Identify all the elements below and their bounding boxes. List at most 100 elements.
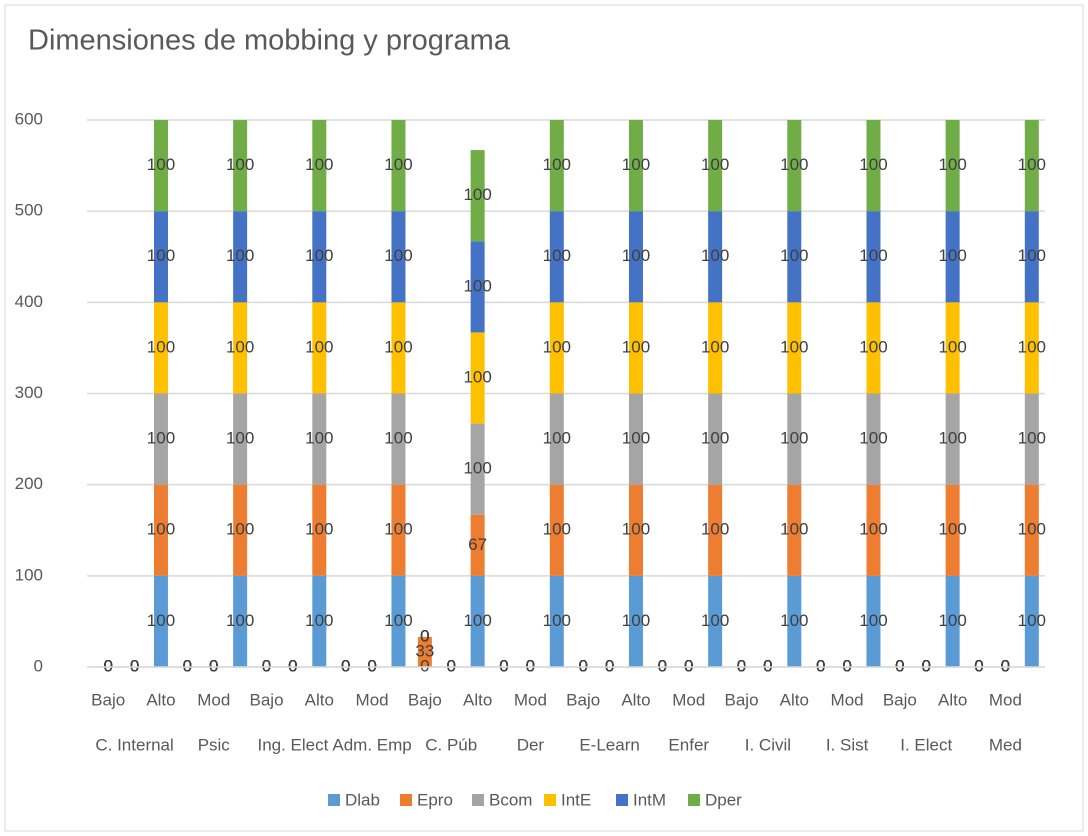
bar-segment [1024, 120, 1039, 212]
legend-swatch [328, 794, 340, 806]
data-label: 100 [622, 429, 650, 448]
data-label: 0 [341, 656, 350, 675]
data-label: 100 [701, 429, 729, 448]
data-label: 0 [499, 656, 508, 675]
data-label: 100 [938, 520, 966, 539]
data-label: 0 [922, 656, 931, 675]
bar-segment [866, 120, 881, 212]
y-tick-label: 600 [15, 109, 43, 128]
data-label: 100 [859, 520, 887, 539]
data-label: 0 [420, 626, 429, 645]
bar-segment [628, 120, 643, 212]
data-label: 100 [701, 155, 729, 174]
data-label: 100 [384, 246, 412, 265]
data-label: 0 [367, 656, 376, 675]
data-label: 0 [842, 656, 851, 675]
bar-segment [866, 575, 881, 667]
data-label: 100 [384, 337, 412, 356]
data-label: 0 [262, 656, 271, 675]
data-label: 100 [305, 520, 333, 539]
group-label: Ing. Elect [257, 735, 328, 754]
data-label: 0 [130, 656, 139, 675]
data-label: 0 [658, 656, 667, 675]
x-tick-label: Bajo [566, 690, 600, 709]
data-label: 100 [226, 337, 254, 356]
x-tick-label: Mod [989, 690, 1022, 709]
data-label: 0 [209, 656, 218, 675]
data-label: 0 [684, 656, 693, 675]
data-label: 100 [701, 246, 729, 265]
data-label: 0 [526, 656, 535, 675]
data-label: 0 [1001, 656, 1010, 675]
data-label: 0 [341, 656, 350, 675]
bar-segment [549, 393, 564, 485]
data-label: 100 [226, 520, 254, 539]
bar-segment [391, 484, 406, 576]
data-label: 0 [816, 656, 825, 675]
bar-segment [153, 575, 168, 667]
data-label: 0 [420, 626, 429, 645]
bar-segment [391, 393, 406, 485]
bar-segment [470, 423, 485, 515]
bar-segment [945, 484, 960, 576]
data-label: 0 [526, 656, 535, 675]
data-label: 67 [468, 535, 487, 554]
data-label: 0 [578, 656, 587, 675]
data-label: 0 [262, 656, 271, 675]
data-label: 0 [130, 656, 139, 675]
data-label: 100 [463, 276, 491, 295]
data-label: 100 [305, 429, 333, 448]
data-label: 0 [499, 656, 508, 675]
data-label: 100 [543, 520, 571, 539]
data-label: 100 [622, 520, 650, 539]
bar-segment [233, 120, 248, 212]
x-tick-label: Mod [831, 690, 864, 709]
data-label: 0 [447, 656, 456, 675]
data-label: 0 [1001, 656, 1010, 675]
data-label: 0 [209, 656, 218, 675]
data-label: 0 [816, 656, 825, 675]
legend-swatch [472, 794, 484, 806]
data-label: 33 [415, 641, 434, 660]
data-label: 0 [447, 656, 456, 675]
data-label: 100 [226, 155, 254, 174]
data-label: 0 [842, 656, 851, 675]
bar-segment [787, 302, 802, 394]
data-label: 100 [384, 155, 412, 174]
data-label: 0 [367, 656, 376, 675]
data-label: 0 [974, 656, 983, 675]
data-label: 100 [384, 520, 412, 539]
data-label: 0 [183, 656, 192, 675]
data-label: 100 [543, 155, 571, 174]
data-label: 0 [288, 656, 297, 675]
data-label: 100 [147, 429, 175, 448]
data-label: 100 [780, 155, 808, 174]
group-label: Enfer [668, 735, 709, 754]
bar-segment [708, 120, 723, 212]
legend-swatch [400, 794, 412, 806]
bar-segment [549, 575, 564, 667]
bar-segment [312, 393, 327, 485]
legend-swatch [688, 794, 700, 806]
bar-segment [787, 211, 802, 303]
bar-segment [628, 484, 643, 576]
bar-segment [866, 393, 881, 485]
chart-title: Dimensiones de mobbing y programa [28, 25, 511, 57]
data-label: 0 [605, 656, 614, 675]
data-label: 100 [859, 337, 887, 356]
data-label: 0 [763, 656, 772, 675]
data-label: 0 [209, 656, 218, 675]
data-label: 100 [305, 155, 333, 174]
bar-segment [470, 150, 485, 242]
x-tick-label: Alto [621, 690, 650, 709]
data-label: 0 [420, 656, 429, 675]
data-label: 100 [226, 246, 254, 265]
data-label: 0 [578, 656, 587, 675]
data-label: 0 [367, 656, 376, 675]
bar-segment [708, 575, 723, 667]
data-label: 0 [1001, 656, 1010, 675]
bar-segment [312, 575, 327, 667]
data-label: 0 [103, 656, 112, 675]
data-label: 0 [209, 656, 218, 675]
